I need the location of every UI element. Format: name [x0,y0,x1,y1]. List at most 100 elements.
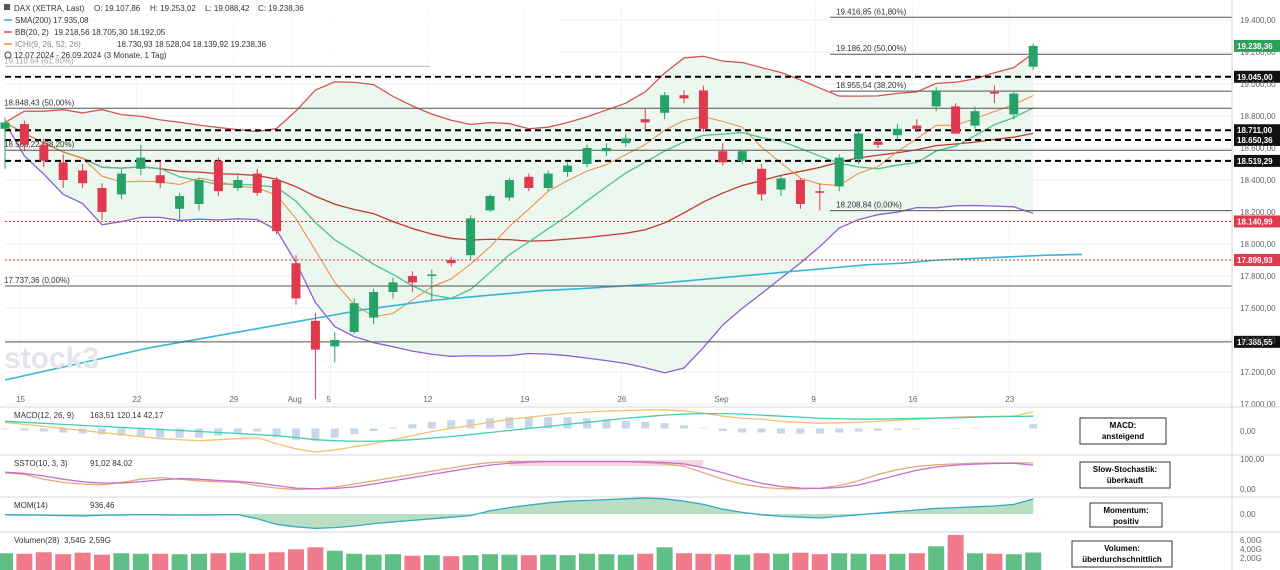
macd-histogram-bar [486,418,494,429]
candle-body [1028,45,1038,67]
volume-bar [1025,552,1042,570]
time-tick: 23 [1005,395,1014,404]
volume-bar [792,552,809,570]
ichimoku-cloud [5,53,1034,373]
time-tick: 29 [229,395,238,404]
candle-body [175,196,185,209]
panel-tick: 0,00 [1240,485,1256,494]
candle-body [679,95,689,99]
macd-histogram-bar [757,428,766,433]
time-tick: 5 [326,395,331,404]
price-tick: 18.600,00 [1240,144,1276,153]
candle-body [485,196,495,211]
last-price-text: 19.238,36 [1237,42,1273,51]
candle-body [970,111,980,126]
vol-values: 3,54G [64,536,86,545]
price-tick: 17.600,00 [1240,304,1276,313]
candle-body [660,95,670,113]
candle-body [951,106,961,134]
volume-bar [559,555,576,570]
candle-body [155,175,165,184]
volume-bar [210,553,227,570]
time-tick: 9 [811,395,816,404]
panel-tick: 0,00 [1240,427,1256,436]
macd-histogram-bar [815,428,824,434]
time-axis: 15 22 29 Aug 5 12 19 26 Sep 9 16 23 [16,395,1015,404]
candlesticks[interactable] [0,43,1038,400]
macd-histogram-bar [893,428,902,430]
volume-bar [598,554,615,570]
candle-body [252,173,262,193]
mom-status-box [1089,502,1163,528]
macd-histogram-bar [330,428,339,438]
volume-bar [695,553,712,570]
macd-histogram-bar [427,421,436,429]
vol-label: Volumen(28) [14,536,60,545]
time-tick: Aug [288,395,302,404]
indicator-panels: MACD(12, 26, 9) 163,51 120,14 42,17 0,00 MA… [0,406,1280,570]
macd-histogram-bar [680,425,688,429]
macd-histogram-bar [20,428,29,431]
candle-body [601,148,611,152]
macd-histogram-bar [350,428,359,435]
price-tick: 18.000,00 [1240,240,1276,249]
macd-line [4,409,1034,453]
volume-bar [249,553,266,570]
vol-status-text: überdurchschnittlich [1082,555,1162,564]
macd-histogram-bar [59,428,68,433]
volume-bar [132,553,149,570]
macd-histogram-bar [195,428,203,438]
candle-body [427,274,437,276]
macd-histogram-bar [583,418,591,429]
time-tick: 26 [617,395,626,404]
level-tag-text: 17.388,55 [1237,338,1273,347]
volume-bar [908,553,925,570]
macd-histogram-bar [544,417,553,429]
symbol-label: DAX (XETRA, Last) [14,4,85,13]
kijun-line [4,107,1034,300]
bollinger-band-fill [5,53,1034,373]
candle-body [524,176,534,188]
panel-tick: 2,00G [1240,554,1262,563]
volume-bar [831,553,848,570]
sma-value: 17.935,08 [53,16,89,25]
price-tick: 19.400,00 [1240,16,1276,25]
macd-histogram-bar [272,428,281,437]
volume-bar [811,554,828,570]
candle-body [194,180,204,204]
level-tag [1234,124,1280,137]
candle-body [873,141,883,145]
volume-bar [229,552,246,570]
price-tick: 19.000,00 [1240,80,1276,89]
macd-histogram-bar [136,428,145,437]
tenkan-line [4,95,1034,318]
overbought-zone [509,460,704,466]
macd-histogram-bar [718,428,727,431]
macd-histogram-bar [233,428,242,434]
macd-histogram-bar [835,428,844,433]
price-tick: 17.800,00 [1240,272,1276,281]
high-value: H: 19.253,02 [150,4,196,13]
volume-bar [55,554,72,570]
candle-body [563,165,573,172]
macd-histogram-bar [912,428,921,430]
candle-body [543,173,553,188]
volume-bar [385,554,401,570]
volume-bar [74,552,91,570]
level-label: 17.737,36 (0,00%) [4,276,70,285]
macd-status-text: MACD: [1110,421,1137,430]
macd-histogram-bar [602,419,611,429]
time-tick: 12 [423,395,432,404]
level-tag [1234,335,1280,348]
candle-body [776,178,786,190]
volume-bar [753,553,770,570]
level-tag-text: 18.650,36 [1237,136,1273,145]
bb-upper-line [4,52,1034,133]
level-tag-text: 18.140,99 [1237,217,1273,226]
candle-body [136,157,146,169]
level-tag-text: 18.519,29 [1237,157,1273,166]
momentum-area [5,498,1034,529]
macd-histogram-bar [874,428,882,431]
watermark: stock3 [4,342,99,375]
